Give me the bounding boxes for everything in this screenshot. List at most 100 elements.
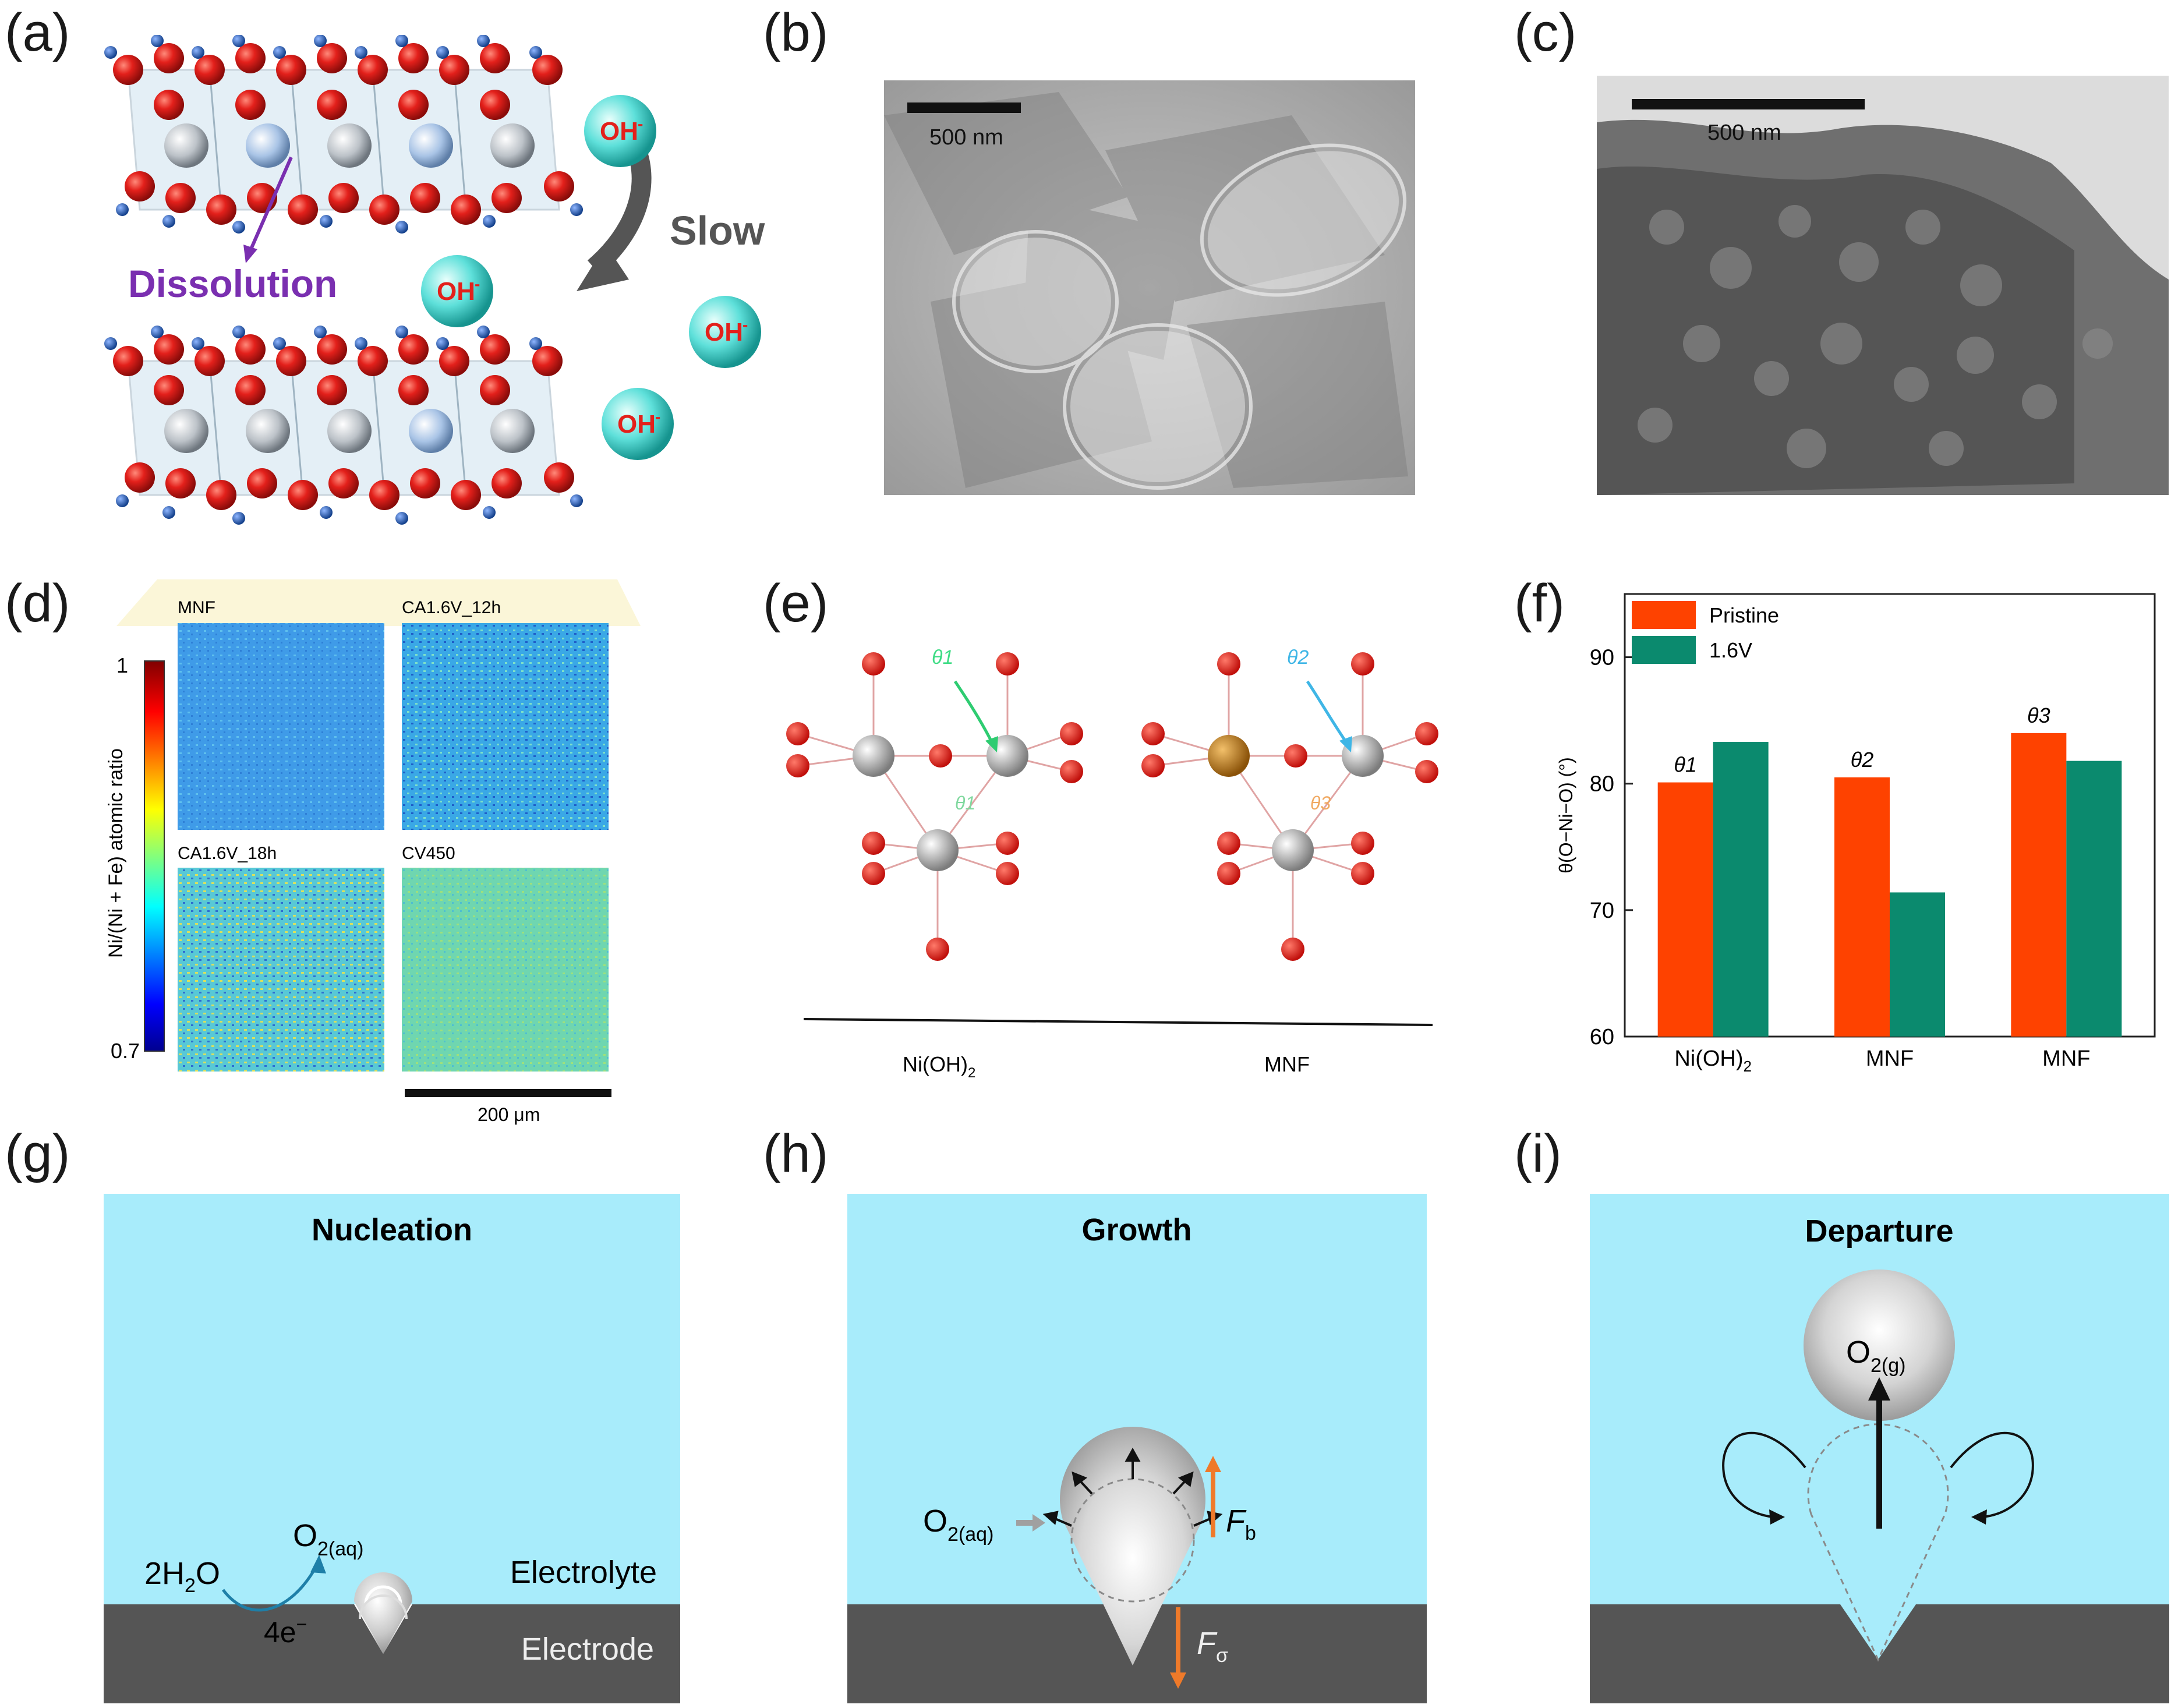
theta1-label: θ1 <box>955 793 975 814</box>
colorbar-title: Ni/(Ni + Fe) atomic ratio <box>105 748 127 958</box>
panel-d-label: (d) <box>5 574 70 633</box>
structure-label-nioh2: Ni(OH)2 <box>903 1052 975 1081</box>
vortex-left <box>1722 1431 1806 1518</box>
svg-text:-: - <box>742 316 748 334</box>
panel-h-label: (h) <box>763 1124 829 1183</box>
y-tick-label: 70 <box>1590 899 1614 923</box>
panel-e-figure: θ1 θ1 θ2 θ3 Ni(OH)2 MNF <box>786 646 1438 1081</box>
bar-chart: 60 70 80 90 θ(O−Ni−O) (°) θ1 Ni(OH)2 θ2 MNF θ3 MNF… <box>1555 593 2156 1075</box>
buoyancy-label: Fb <box>1226 1504 1256 1544</box>
panel-a-figure: Dissolution Slow OH - OH - OH - OH - <box>104 35 765 525</box>
surface-tension-label: Fσ <box>1197 1626 1228 1667</box>
panel-c-label: (c) <box>1514 3 1577 62</box>
svg-text:-: - <box>638 115 643 133</box>
panel-b-label: (b) <box>763 3 829 62</box>
theta2-arrow <box>1306 680 1347 742</box>
colorbar-min: 0.7 <box>111 1039 140 1063</box>
bar-pristine <box>1834 777 1890 1037</box>
ni-oh2-structure <box>786 652 1083 961</box>
legend-label: Pristine <box>1709 603 1779 627</box>
bar-pristine <box>1657 782 1713 1037</box>
svg-text:OH: OH <box>617 410 656 439</box>
bar-annotation: θ1 <box>1674 753 1697 777</box>
legend-swatch <box>1632 601 1696 629</box>
panel-i-figure: Departure O2(g) <box>1590 1194 2169 1703</box>
bar-1-6v <box>2066 761 2122 1037</box>
hydroxide-ion: OH - <box>689 296 761 368</box>
product-label: O2(aq) <box>293 1518 363 1560</box>
scale-bar <box>405 1089 611 1097</box>
theta2-label: θ2 <box>1287 646 1309 669</box>
y-axis-label: θ(O−Ni−O) (°) <box>1555 757 1576 873</box>
hydrogen-atoms <box>104 35 583 525</box>
panel-title: Departure <box>1805 1214 1953 1249</box>
map-label: CA1.6V_12h <box>402 598 501 617</box>
structure-label-mnf: MNF <box>1264 1052 1310 1076</box>
o2-gas-label: O2(g) <box>1846 1335 1905 1377</box>
bar-annotation: θ3 <box>2027 703 2050 727</box>
colorbar <box>144 660 165 1052</box>
y-tick-label: 90 <box>1590 646 1614 670</box>
y-tick-label: 60 <box>1590 1025 1614 1049</box>
reaction-arrow <box>222 1565 318 1612</box>
svg-text:-: - <box>475 275 480 293</box>
panel-title: Nucleation <box>312 1212 472 1247</box>
dissolution-label: Dissolution <box>128 262 337 305</box>
svg-text:-: - <box>655 408 660 426</box>
svg-text:OH: OH <box>437 277 475 306</box>
panel-e-label: (e) <box>763 574 829 633</box>
slow-label: Slow <box>670 208 765 253</box>
oxygen-atoms <box>113 43 574 510</box>
theta1-arrow <box>953 680 993 742</box>
electrode-label: Electrode <box>521 1632 654 1667</box>
bar-1-6v <box>1890 892 1945 1037</box>
scale-bar-label: 200 μm <box>478 1104 540 1125</box>
panel-h-figure: Growth O2(aq) Fb Fσ <box>847 1194 1427 1703</box>
hydroxide-ion: OH - <box>421 255 493 327</box>
x-tick-label: Ni(OH)2 <box>1674 1046 1752 1075</box>
o2-aq-label: O2(aq) <box>923 1504 993 1546</box>
eds-map <box>178 623 384 830</box>
theta3-label: θ3 <box>1310 793 1331 814</box>
tem-image-c: 500 nm <box>1597 76 2169 495</box>
map-label: CV450 <box>402 844 455 863</box>
eds-map <box>178 868 384 1072</box>
vortex-right <box>1950 1431 2034 1518</box>
hydroxide-ion: OH - <box>584 95 656 167</box>
bar-1-6v <box>1713 742 1769 1037</box>
electrolyte-region <box>104 1194 680 1604</box>
svg-text:OH: OH <box>600 117 638 146</box>
electrolyte-label: Electrolyte <box>510 1555 657 1590</box>
ldh-layer-bottom <box>127 360 560 496</box>
eds-map <box>402 623 609 830</box>
panel-g-label: (g) <box>5 1124 70 1183</box>
panel-f-label: (f) <box>1514 574 1565 633</box>
dissolution-arrow <box>249 156 293 252</box>
map-label: MNF <box>178 598 215 617</box>
y-tick-label: 80 <box>1590 772 1614 797</box>
bar-pristine <box>2011 733 2067 1037</box>
scale-bar <box>1632 99 1865 109</box>
bar-annotation: θ2 <box>1851 748 1874 772</box>
scale-bar <box>907 102 1021 113</box>
x-tick-label: MNF <box>1866 1046 1914 1071</box>
reactant-label: 2H2O <box>144 1556 220 1597</box>
scale-bar-label: 500 nm <box>1707 121 1781 145</box>
svg-text:OH: OH <box>705 318 743 346</box>
departed-bubble <box>1804 1269 1955 1421</box>
map-label: CA1.6V_18h <box>178 844 277 863</box>
hydroxide-ion: OH - <box>602 388 674 460</box>
electrons-label: 4e− <box>264 1614 307 1649</box>
scale-bar-label: 500 nm <box>929 125 1003 150</box>
panel-i-label: (i) <box>1514 1124 1562 1183</box>
colorbar-max: 1 <box>116 653 128 677</box>
eds-map <box>402 868 609 1072</box>
theta1-label: θ1 <box>932 646 953 669</box>
legend-swatch <box>1632 636 1696 664</box>
panel-title: Growth <box>1082 1212 1192 1247</box>
panel-a-label: (a) <box>5 3 70 62</box>
mnf-structure <box>1141 652 1438 961</box>
panel-g-figure: Nucleation 2H2O O2(aq) 4e− Electrolyte E… <box>104 1194 680 1703</box>
growing-bubble <box>1060 1427 1205 1665</box>
tem-image-b: 500 nm <box>884 80 1415 495</box>
